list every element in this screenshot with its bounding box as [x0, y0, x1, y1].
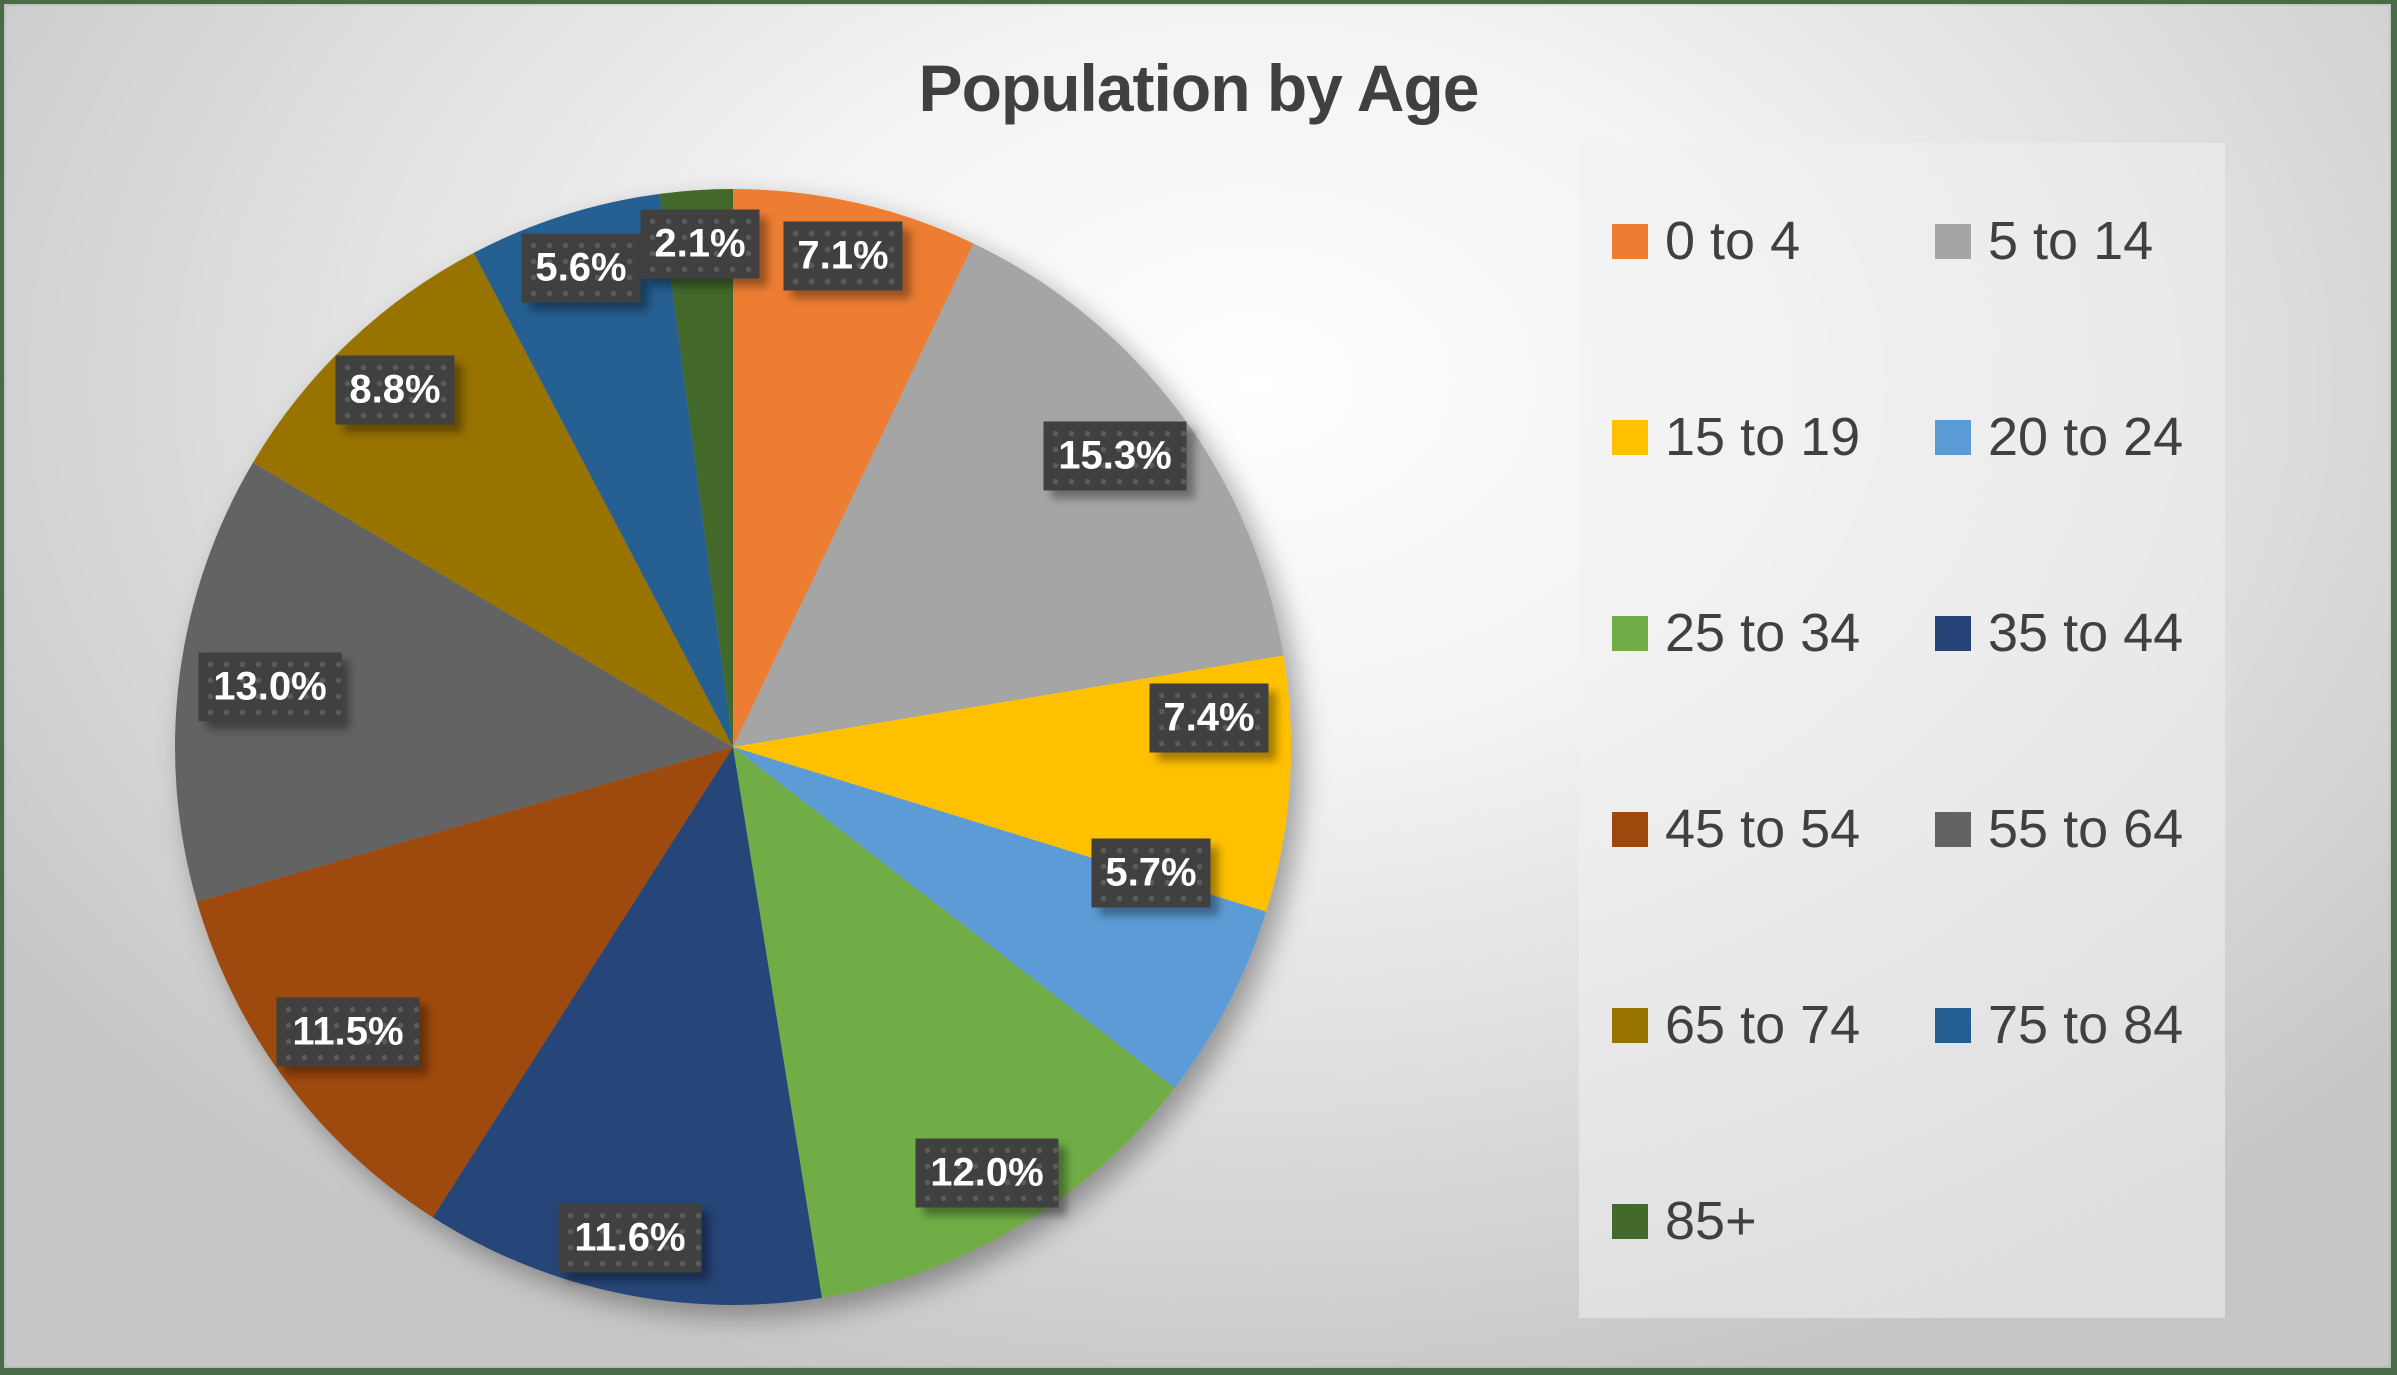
legend-swatch-icon — [1612, 1007, 1648, 1043]
legend-item[interactable]: 15 to 19 — [1612, 407, 1861, 467]
legend-swatch-icon — [1935, 615, 1971, 651]
legend-swatch-icon — [1612, 615, 1648, 651]
legend-label: 65 to 74 — [1665, 995, 1861, 1055]
legend-item[interactable]: 20 to 24 — [1935, 407, 2184, 467]
data-label: 13.0% — [198, 652, 342, 722]
legend-label: 75 to 84 — [1988, 995, 2184, 1055]
data-label: 5.7% — [1091, 838, 1211, 908]
pie-slice-0-to-4[interactable] — [733, 189, 974, 747]
legend-label: 20 to 24 — [1988, 407, 2184, 467]
legend-label: 45 to 54 — [1665, 799, 1861, 859]
legend-item[interactable]: 25 to 34 — [1612, 603, 1861, 663]
data-label: 11.6% — [558, 1203, 702, 1273]
legend-swatch-icon — [1612, 419, 1648, 455]
legend-swatch-icon — [1935, 419, 1971, 455]
pie-slice-75-to-84[interactable] — [473, 193, 733, 748]
legend-swatch-icon — [1935, 223, 1971, 259]
pie-slice-5-to-14[interactable] — [733, 243, 1284, 748]
data-label: 15.3% — [1043, 421, 1187, 491]
pie-slice-55-to-64[interactable] — [175, 462, 734, 902]
legend-swatch-icon — [1935, 811, 1971, 847]
data-label: 5.6% — [521, 233, 641, 303]
data-label: 12.0% — [915, 1138, 1059, 1208]
legend-item[interactable]: 35 to 44 — [1935, 603, 2184, 663]
legend-item[interactable]: 0 to 4 — [1612, 211, 1801, 271]
legend-item[interactable]: 5 to 14 — [1935, 211, 2154, 271]
legend-swatch-icon — [1935, 1007, 1971, 1043]
legend-label: 85+ — [1665, 1191, 1757, 1251]
pie-slices — [175, 189, 1291, 1306]
pie-slice-85[interactable] — [659, 189, 733, 747]
pie-slice-35-to-44[interactable] — [432, 747, 822, 1306]
chart-title-text: Population by Age — [918, 51, 1480, 125]
legend-item[interactable]: 45 to 54 — [1612, 799, 1861, 859]
data-label: 8.8% — [335, 355, 455, 425]
legend-label: 0 to 4 — [1665, 211, 1801, 271]
legend-label: 5 to 14 — [1988, 211, 2154, 271]
data-label: 7.4% — [1149, 683, 1269, 753]
legend-label: 55 to 64 — [1988, 799, 2184, 859]
pie-slice-45-to-54[interactable] — [196, 747, 733, 1218]
legend-item[interactable]: 65 to 74 — [1612, 995, 1861, 1055]
legend-label: 35 to 44 — [1988, 603, 2184, 663]
data-label: 2.1% — [640, 209, 760, 279]
data-label: 7.1% — [783, 221, 903, 291]
legend-item[interactable]: 85+ — [1612, 1191, 1757, 1251]
legend: 0 to 4 5 to 14 15 to 19 20 to 24 25 to 34 35 … — [1579, 143, 2225, 1318]
legend-swatch-icon — [1612, 811, 1648, 847]
pie-slice-20-to-24[interactable] — [733, 747, 1267, 1089]
data-label: 11.5% — [276, 997, 420, 1067]
legend-swatch-icon — [1612, 1203, 1648, 1239]
legend-swatch-icon — [1612, 223, 1648, 259]
legend-item[interactable]: 75 to 84 — [1935, 995, 2184, 1055]
legend-item[interactable]: 55 to 64 — [1935, 799, 2184, 859]
legend-label: 15 to 19 — [1665, 407, 1861, 467]
chart-title: Population by Age — [0, 50, 2397, 126]
legend-label: 25 to 34 — [1665, 603, 1861, 663]
pie-slice-25-to-34[interactable] — [733, 747, 1175, 1298]
